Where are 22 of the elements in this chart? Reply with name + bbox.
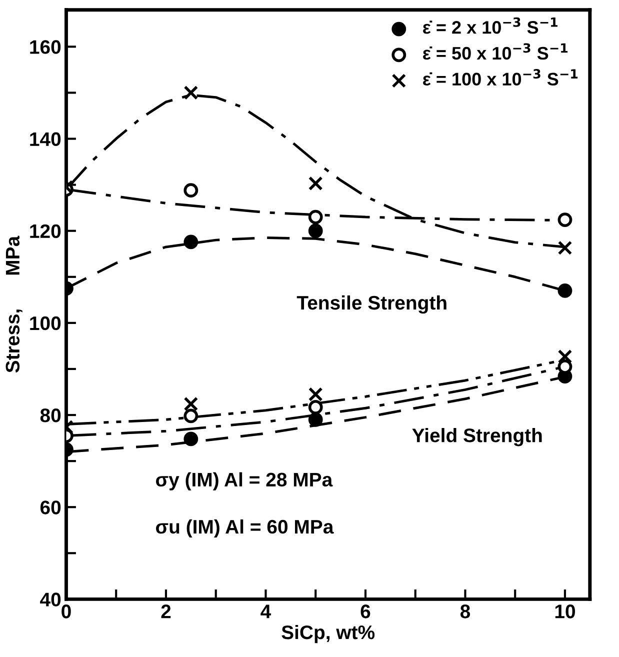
y-tick-label: 160 <box>30 40 61 54</box>
x-tick-label: 2 <box>161 604 171 618</box>
y-tick-label: 120 <box>30 224 61 238</box>
y-tick-label: 60 <box>40 500 61 514</box>
y-tick-label: 140 <box>30 132 61 146</box>
annotation: σy (IM) Al = 28 MPa <box>156 472 333 490</box>
annotation: σu (IM) Al = 60 MPa <box>156 519 334 538</box>
x-tick-label: 4 <box>260 604 272 618</box>
x-tick-label: 10 <box>555 604 575 618</box>
x-tick-label: 8 <box>460 604 470 618</box>
x-tick-label: 0 <box>62 604 71 618</box>
y-axis-title: Stress, MPa <box>6 236 22 373</box>
legend-label: ε̇ = 50 x 10$^{−3}$ S$^{−1}$ <box>423 43 568 60</box>
annotation: Tensile Strength <box>296 295 446 314</box>
legend-label: ε̇ = 100 x 10$^{−3}$ S$^{−1}$ <box>423 69 578 86</box>
x-tick-label: 6 <box>360 604 370 618</box>
annotation: Yield Strength <box>412 428 542 446</box>
y-tick-label: 100 <box>30 316 61 330</box>
legend-label: ε̇ = 2 x 10$^{−3}$ S$^{−1}$ <box>423 17 558 34</box>
y-tick-label: 40 <box>40 592 61 606</box>
y-tick-label: 80 <box>40 408 61 422</box>
x-axis-title: SiCp, wt% <box>282 624 375 644</box>
